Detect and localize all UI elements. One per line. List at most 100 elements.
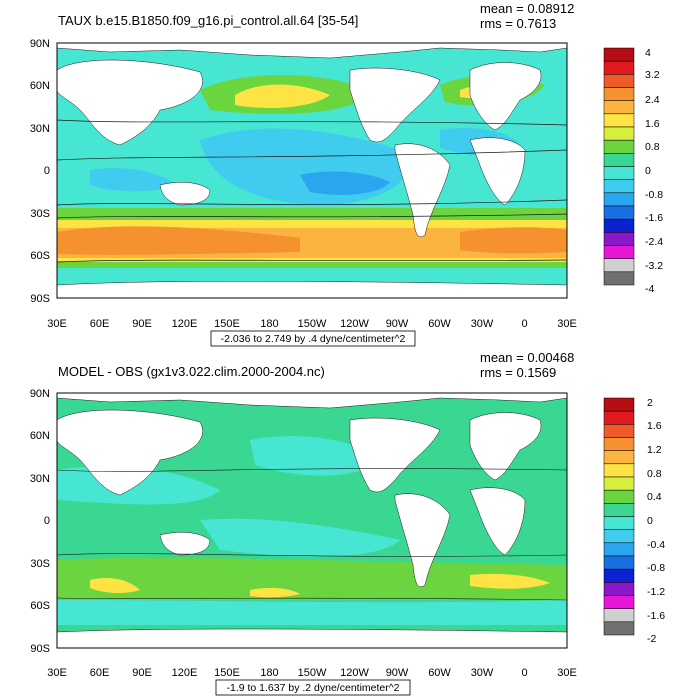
lon-tick-label: 120W	[340, 667, 369, 679]
anomaly-cyan-2	[250, 436, 380, 476]
colorbar-swatch	[603, 542, 635, 557]
colorbar-label: 3.2	[645, 69, 660, 81]
lon-tick-label: 90E	[132, 318, 152, 330]
lat-tick-label: 30N	[30, 123, 50, 135]
colorbar-swatch	[603, 232, 635, 246]
colorbar-label: 2	[647, 397, 653, 409]
lon-tick-label: 150W	[298, 667, 327, 679]
colorbar-swatch	[603, 516, 635, 530]
colorbar-swatch	[603, 568, 635, 583]
contour-caption: -1.9 to 1.637 by .2 dyne/centimeter^2	[226, 682, 399, 694]
lon-tick-label: 150W	[298, 318, 327, 330]
colorbar-label: -3.2	[645, 260, 663, 272]
colorbar: 4 3.2 2.4 1.6 0.8 0 -0.8 -1.6 -2.4 -3.2 …	[603, 47, 663, 295]
anomaly-cyan-4	[57, 600, 567, 625]
anomaly-yellow-2	[470, 573, 550, 589]
lat-tick-label: 90N	[30, 38, 50, 50]
mean-value: mean = 0.00468	[480, 350, 574, 365]
lon-tick-label: 90W	[386, 318, 409, 330]
trade-wind-indian	[90, 168, 175, 192]
land-masses	[57, 43, 567, 298]
colorbar-label: 0.4	[647, 491, 662, 503]
colorbar-swatch	[603, 410, 635, 425]
lat-tick-label: 30N	[30, 473, 50, 485]
lon-tick-label: 150E	[214, 318, 240, 330]
colorbar-swatches	[603, 47, 635, 286]
lon-tick-label: 30W	[471, 667, 494, 679]
colorbar-swatch	[603, 60, 635, 75]
lon-tick-label: 60E	[90, 318, 110, 330]
colorbar-swatch	[603, 153, 635, 167]
colorbar-swatch	[603, 437, 635, 451]
lon-tick-label: 0	[521, 667, 527, 679]
colorbar-label: 0.8	[647, 468, 662, 480]
contour-caption: -2.036 to 2.749 by .4 dyne/centimeter^2	[221, 333, 406, 345]
lon-tick-label: 30E	[47, 318, 67, 330]
colorbar-label: 1.2	[647, 444, 662, 456]
colorbar-label: -2.4	[645, 236, 663, 248]
anomaly-yellow-3	[250, 587, 300, 598]
colorbar-label: 0.8	[645, 141, 660, 153]
map-frame	[56, 392, 568, 649]
colorbar-swatch	[603, 166, 635, 180]
lon-tick-label: 30E	[47, 667, 67, 679]
lon-tick-label: 60E	[90, 667, 110, 679]
colorbar-label: -1.6	[647, 610, 665, 622]
lon-tick-label: 0	[521, 318, 527, 330]
lat-axis: 90N 60N 30N 0 30S 60S 90S	[30, 38, 50, 305]
lon-tick-label: 120E	[172, 667, 198, 679]
colorbar-label: -0.8	[645, 189, 663, 201]
contour-lines	[57, 119, 567, 263]
trade-wind-core	[300, 171, 390, 195]
colorbar-swatch	[603, 555, 635, 570]
colorbar-swatch	[603, 100, 635, 115]
colorbar-label: -0.4	[647, 539, 665, 551]
colorbar-swatch	[603, 271, 635, 286]
lat-tick-label: 0	[44, 515, 50, 527]
lon-tick-label: 60W	[428, 667, 451, 679]
lon-tick-label: 120E	[172, 318, 198, 330]
lat-tick-label: 90S	[30, 293, 50, 305]
lon-tick-label: 30E	[557, 667, 577, 679]
lon-tick-label: 90E	[132, 667, 152, 679]
lat-tick-label: 60S	[30, 600, 50, 612]
lat-tick-label: 60S	[30, 250, 50, 262]
lon-tick-label: 90W	[386, 667, 409, 679]
lon-tick-label: 30E	[557, 318, 577, 330]
colorbar-swatch	[603, 205, 635, 220]
colorbar-label: -2	[647, 633, 656, 645]
colorbar-label: -0.8	[647, 562, 665, 574]
lon-tick-label: 30W	[471, 318, 494, 330]
colorbar-label: 1.6	[647, 420, 662, 432]
colorbar-swatch	[603, 529, 635, 544]
colorbar-swatch	[603, 595, 635, 609]
colorbar-label: 0	[645, 165, 651, 177]
colorbar-label: -1.2	[647, 586, 665, 598]
lat-tick-label: 60N	[30, 80, 50, 92]
colorbar-label: -4	[645, 283, 654, 295]
lat-axis: 90N 60N 30N 0 30S 60S 90S	[30, 388, 50, 655]
colorbar-swatches	[603, 397, 635, 636]
rms-value: rms = 0.1569	[480, 365, 556, 380]
colorbar-swatch	[603, 582, 635, 596]
anomaly-green-1	[57, 557, 567, 600]
lat-tick-label: 60N	[30, 430, 50, 442]
colorbar-swatch	[603, 476, 635, 491]
land-masses	[57, 393, 567, 648]
colorbar-label: 0	[647, 515, 653, 527]
colorbar-swatch	[603, 621, 635, 636]
colorbar-swatch	[603, 258, 635, 273]
colorbar-label: 4	[645, 47, 651, 59]
lat-tick-label: 30S	[30, 558, 50, 570]
panel-taux: TAUX b.e15.B1850.f09_g16.pi_control.all.…	[30, 1, 663, 347]
lat-tick-label: 0	[44, 165, 50, 177]
anomaly-yellow-1	[90, 578, 140, 594]
map-plot	[57, 393, 567, 648]
map-frame	[56, 42, 568, 299]
colorbar-swatch	[603, 245, 635, 259]
colorbar-label: 2.4	[645, 94, 660, 106]
lon-tick-label: 180	[260, 318, 278, 330]
band-darkorange-south-2	[460, 227, 567, 254]
colorbar: 2 1.6 1.2 0.8 0.4 0 -0.4 -0.8 -1.2 -1.6 …	[603, 397, 665, 645]
band-darkorange-south	[57, 226, 300, 255]
